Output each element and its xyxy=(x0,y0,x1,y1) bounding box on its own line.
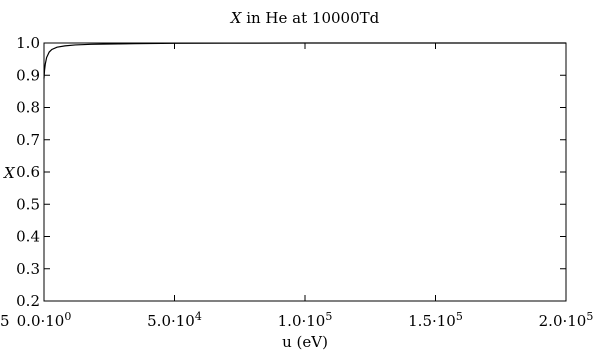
x-tick-label: 5.0·104 xyxy=(147,310,202,330)
plot-frame xyxy=(43,42,567,302)
y-tick-label: 0.7 xyxy=(16,131,40,149)
y-tick-label: 0.4 xyxy=(16,228,40,246)
x-tick-exponent: 5 xyxy=(456,310,463,323)
x-tick-times: ·10 xyxy=(563,312,587,330)
y-tick-label: 0.9 xyxy=(16,66,40,84)
x-tick-exponent: 5 xyxy=(325,310,332,323)
x-axis-label: u (eV) xyxy=(282,333,328,351)
y-tick-label: 0.5 xyxy=(16,195,40,213)
y-tick-label: 0.3 xyxy=(16,260,40,278)
y-axis: 0.2 0.3 0.4 0.5 0.6 0.7 0.8 0.9 1.0 xyxy=(16,34,566,310)
x-tick-label: 1.0·105 xyxy=(278,310,333,330)
x-tick-exponent: 0 xyxy=(64,310,71,323)
x-axis: 0.0·100 5.0·104 1.0·105 1.5·105 2.0·105 xyxy=(17,43,594,330)
x-tick-mantissa: 1.5 xyxy=(408,312,432,330)
y-tick-label: 0.2 xyxy=(16,292,40,310)
y-axis-label: X xyxy=(3,164,16,182)
y-tick-label: 1.0 xyxy=(16,34,40,52)
x-tick-times: ·10 xyxy=(432,312,456,330)
y-tick-label: 0.6 xyxy=(16,163,40,181)
x-axis-edge-fragment: 5 xyxy=(0,312,10,330)
x-tick-exponent: 5 xyxy=(586,310,593,323)
x-tick-mantissa: 1.0 xyxy=(278,312,302,330)
x-tick-times: ·10 xyxy=(302,312,326,330)
x-tick-label: 0.0·100 xyxy=(17,310,72,330)
series-line xyxy=(43,42,566,79)
chart-title-text: in He at 10000Td xyxy=(241,9,379,27)
x-tick-mantissa: 5.0 xyxy=(147,312,171,330)
x-tick-mantissa: 2.0 xyxy=(539,312,563,330)
chart-title-variable: X xyxy=(230,9,243,27)
x-tick-label: 2.0·105 xyxy=(539,310,594,330)
x-tick-mantissa: 0.0 xyxy=(17,312,41,330)
x-tick-label: 1.5·105 xyxy=(408,310,463,330)
x-tick-exponent: 4 xyxy=(195,310,202,323)
chart-title: X in He at 10000Td xyxy=(230,9,380,27)
x-tick-times: ·10 xyxy=(171,312,195,330)
y-tick-label: 0.8 xyxy=(16,99,40,117)
x-tick-times: ·10 xyxy=(41,312,65,330)
